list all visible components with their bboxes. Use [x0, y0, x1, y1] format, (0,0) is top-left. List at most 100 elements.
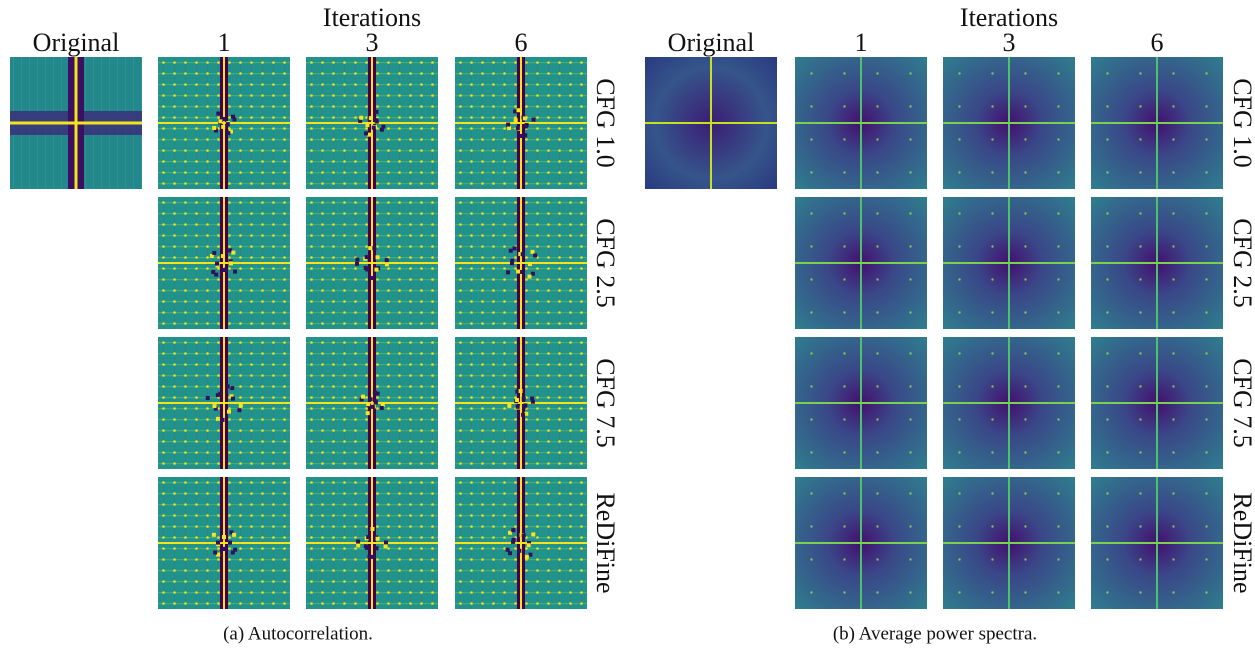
blob: [370, 276, 374, 280]
blob: [385, 262, 389, 266]
blob: [355, 262, 359, 266]
line: [795, 122, 927, 124]
image-tile: [795, 477, 927, 609]
blob: [506, 270, 510, 274]
line: [455, 542, 587, 544]
blob: [374, 268, 378, 272]
blob: [524, 125, 528, 129]
line: [158, 542, 290, 544]
line: [943, 122, 1075, 124]
blob: [364, 544, 368, 548]
blob: [232, 117, 236, 121]
blob: [372, 246, 376, 250]
blob: [212, 404, 216, 408]
blob: [521, 413, 525, 417]
blob: [522, 397, 526, 401]
column-label: Original: [668, 28, 755, 57]
column-label: Original: [33, 28, 120, 57]
image-tile: [645, 57, 777, 189]
blob: [517, 108, 521, 112]
line: [795, 262, 927, 264]
image-tile: [795, 57, 927, 189]
blob: [368, 246, 372, 250]
blob: [226, 384, 230, 388]
blob: [366, 402, 370, 406]
line: [943, 542, 1075, 544]
blob: [511, 528, 515, 532]
image-tile: [158, 57, 290, 189]
blob: [231, 251, 235, 255]
blob: [516, 270, 520, 274]
image-tile: [158, 477, 290, 609]
blob: [355, 258, 359, 262]
blob: [531, 532, 535, 536]
blob: [375, 120, 379, 124]
image-tile: [943, 197, 1075, 329]
blob: [359, 116, 363, 120]
blob: [361, 395, 365, 399]
line: [158, 402, 290, 404]
image-tile: [943, 57, 1075, 189]
image-tile: [1091, 337, 1223, 469]
blob: [356, 540, 360, 544]
blob: [211, 270, 215, 274]
blob: [223, 117, 227, 121]
caption: (b) Average power spectra.: [833, 623, 1037, 644]
image-tile: [795, 197, 927, 329]
blob: [231, 397, 235, 401]
blob: [215, 262, 219, 266]
column-label: 6: [1151, 28, 1164, 57]
blob: [528, 553, 532, 557]
blob: [366, 535, 370, 539]
blob: [212, 533, 216, 537]
row-label: CFG 7.5: [1228, 358, 1255, 448]
blob: [380, 406, 384, 410]
image-tile: [1091, 477, 1223, 609]
blob: [213, 551, 217, 555]
blob: [531, 272, 535, 276]
blob: [376, 392, 380, 396]
blob: [216, 417, 220, 421]
blob: [222, 268, 226, 272]
blob: [527, 543, 531, 547]
row-label: ReDiFine: [1228, 492, 1255, 593]
line: [306, 542, 438, 544]
blob: [232, 533, 236, 537]
blob: [506, 548, 510, 552]
blob: [375, 546, 379, 550]
row-label: ReDiFine: [591, 492, 620, 593]
blob: [221, 125, 225, 129]
blob: [380, 128, 384, 132]
blob: [376, 255, 380, 259]
row-label: CFG 7.5: [591, 358, 620, 448]
blob: [533, 253, 537, 257]
line: [306, 122, 438, 124]
blob: [370, 527, 374, 531]
image-tile: [455, 337, 587, 469]
image-tile: [1091, 57, 1223, 189]
image-tile: [158, 197, 290, 329]
blob: [513, 109, 517, 113]
line: [795, 402, 927, 404]
blob: [385, 258, 389, 262]
caption: (a) Autocorrelation.: [223, 623, 373, 644]
blob: [221, 254, 225, 258]
image-tile: [158, 337, 290, 469]
line: [1091, 262, 1223, 264]
blob: [384, 544, 388, 548]
blob: [364, 266, 368, 270]
blob: [230, 386, 234, 390]
blob: [508, 551, 512, 555]
blob: [237, 408, 241, 412]
image-tile: [306, 337, 438, 469]
blob: [520, 134, 524, 138]
blob: [512, 246, 516, 250]
column-label: 1: [855, 28, 868, 57]
image-tile: [306, 197, 438, 329]
blob: [372, 126, 376, 130]
blob: [384, 541, 388, 545]
image-tile: [943, 477, 1075, 609]
blob: [229, 261, 233, 265]
blob: [528, 262, 532, 266]
blob: [531, 400, 535, 404]
